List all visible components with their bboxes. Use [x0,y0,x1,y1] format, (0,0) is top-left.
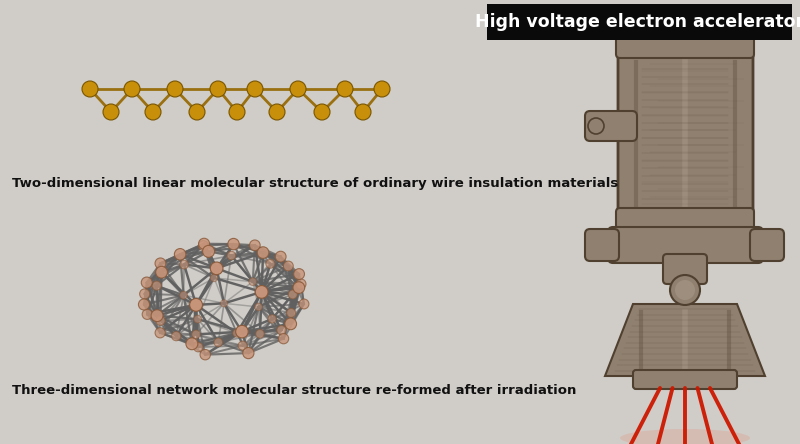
FancyBboxPatch shape [585,229,619,261]
Circle shape [156,316,165,325]
Circle shape [155,258,166,269]
Circle shape [155,328,166,338]
Circle shape [167,81,183,97]
Circle shape [228,238,239,250]
Circle shape [286,309,296,317]
Circle shape [192,330,200,339]
Circle shape [288,290,298,299]
Circle shape [268,315,276,323]
FancyBboxPatch shape [616,208,754,234]
Circle shape [171,332,181,341]
Circle shape [229,104,245,120]
Polygon shape [605,304,765,376]
Circle shape [210,262,223,275]
Circle shape [255,285,268,298]
Circle shape [294,269,305,279]
Circle shape [296,279,306,289]
Circle shape [202,246,214,258]
Circle shape [180,291,187,299]
Circle shape [314,104,330,120]
FancyBboxPatch shape [608,227,763,263]
Circle shape [588,118,604,134]
Circle shape [374,81,390,97]
Circle shape [247,81,263,97]
Circle shape [151,310,163,321]
Circle shape [675,280,695,300]
Circle shape [186,338,198,350]
Circle shape [227,251,236,260]
Circle shape [293,282,305,293]
FancyBboxPatch shape [487,4,792,40]
Circle shape [180,260,189,269]
Circle shape [152,281,162,290]
Circle shape [142,277,152,288]
Circle shape [242,348,254,359]
Circle shape [140,289,150,299]
Circle shape [124,81,140,97]
Circle shape [238,341,247,350]
FancyBboxPatch shape [616,32,754,58]
Text: High voltage electron accelerator: High voltage electron accelerator [475,13,800,31]
Circle shape [256,329,264,338]
Circle shape [269,104,285,120]
Text: Two-dimensional linear molecular structure of ordinary wire insulation materials: Two-dimensional linear molecular structu… [12,178,618,190]
Circle shape [190,298,202,311]
Circle shape [210,81,226,97]
Circle shape [142,309,152,319]
Circle shape [198,241,208,250]
Circle shape [156,266,167,278]
Circle shape [283,261,294,271]
Circle shape [277,325,286,335]
Circle shape [214,338,222,347]
FancyBboxPatch shape [633,370,737,389]
Circle shape [189,104,205,120]
Circle shape [198,238,210,249]
Circle shape [670,275,700,305]
FancyBboxPatch shape [663,254,707,284]
Circle shape [194,315,202,323]
Circle shape [174,249,186,260]
Circle shape [355,104,371,120]
Circle shape [233,329,241,337]
Circle shape [337,81,353,97]
Ellipse shape [620,429,750,444]
Circle shape [221,300,227,307]
FancyBboxPatch shape [618,44,753,224]
FancyBboxPatch shape [668,9,702,37]
FancyBboxPatch shape [585,111,637,141]
Circle shape [254,303,262,311]
Circle shape [145,104,161,120]
Circle shape [82,81,98,97]
Circle shape [290,81,306,97]
Circle shape [138,299,150,310]
Circle shape [194,342,203,352]
Text: Three-dimensional network molecular structure re-formed after irradiation: Three-dimensional network molecular stru… [12,384,576,396]
Circle shape [200,349,210,360]
FancyBboxPatch shape [750,229,784,261]
Circle shape [299,299,309,309]
Circle shape [258,247,269,258]
Circle shape [278,333,289,344]
Circle shape [210,274,218,281]
Circle shape [266,259,274,268]
Circle shape [250,240,260,250]
Circle shape [249,278,257,285]
Circle shape [285,318,297,330]
Circle shape [275,251,286,262]
Circle shape [103,104,119,120]
Circle shape [236,325,248,338]
